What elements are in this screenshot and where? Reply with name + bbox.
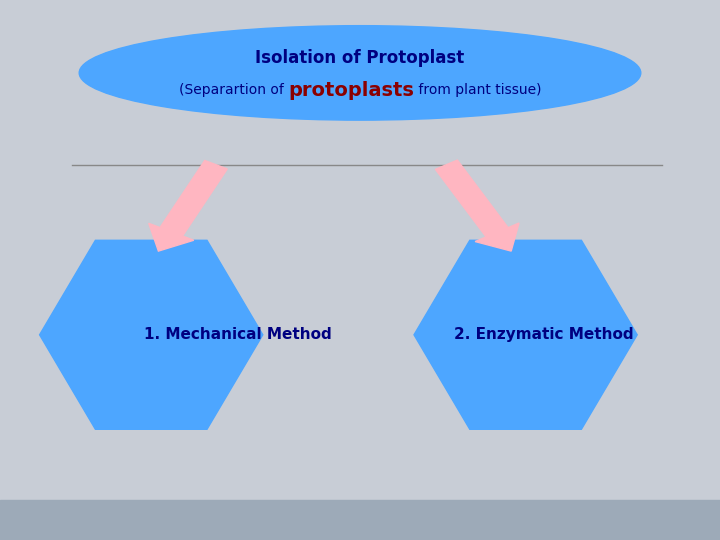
FancyArrow shape [436,160,519,251]
Text: Isolation of Protoplast: Isolation of Protoplast [256,49,464,67]
Polygon shape [40,240,263,429]
Text: protoplasts: protoplasts [288,80,414,100]
FancyArrow shape [149,160,228,251]
Polygon shape [414,240,637,429]
Text: (Separartion of: (Separartion of [179,83,288,97]
Text: from plant tissue): from plant tissue) [414,83,541,97]
Text: 2. Enzymatic Method: 2. Enzymatic Method [454,327,633,342]
Bar [0,500,720,540]
Ellipse shape [79,25,641,120]
Text: 1. Mechanical Method: 1. Mechanical Method [144,327,332,342]
